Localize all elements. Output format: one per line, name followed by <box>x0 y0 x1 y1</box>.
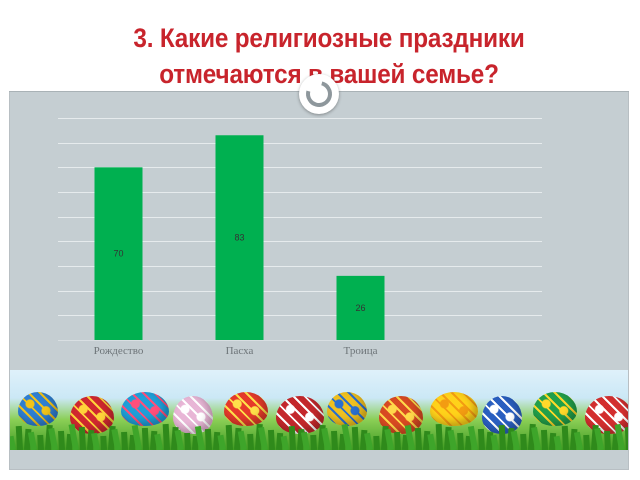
bar-3 <box>336 275 385 340</box>
grass-blade <box>457 432 464 450</box>
grass-blade <box>373 435 380 450</box>
easter-egg-icon <box>172 396 213 434</box>
grass-blade <box>394 431 401 450</box>
x-tick-label-3: Троица <box>344 345 378 357</box>
grass-blade <box>225 424 233 450</box>
easter-egg-icon <box>584 396 628 434</box>
easter-eggs-on-grass-image <box>10 370 628 450</box>
grass-blade <box>604 430 611 450</box>
grass-blade <box>427 433 436 450</box>
grass-blade <box>561 425 569 450</box>
grass-blade <box>267 429 275 450</box>
grass-blade <box>414 427 422 450</box>
grass-blade <box>162 423 170 450</box>
easter-egg-icon <box>430 392 478 426</box>
grass-blade <box>154 433 163 450</box>
slide-title-line-1: 3. Какие религиозные праздники <box>133 23 525 53</box>
grass-blade <box>490 434 499 450</box>
easter-egg-icon <box>275 396 324 434</box>
grass-blade <box>310 434 317 450</box>
bar-2 <box>215 135 264 340</box>
grass-blade <box>37 434 44 450</box>
grass-blade <box>435 423 443 450</box>
grass-blade <box>477 428 485 450</box>
grass-blade <box>204 428 212 450</box>
x-tick-label-1: Рождество <box>94 345 144 357</box>
slide-footer <box>10 450 628 469</box>
data-label-2: 83 <box>234 233 244 243</box>
easter-egg-icon <box>224 392 268 426</box>
grass-blade <box>520 433 527 450</box>
grass-blade <box>121 431 128 450</box>
easter-egg-icon <box>18 392 58 426</box>
ring-icon <box>299 74 339 114</box>
grass-blade <box>331 430 338 450</box>
grass-blade <box>15 425 23 450</box>
grass-blade <box>624 426 628 450</box>
grass-blade <box>351 426 359 450</box>
grass-blade <box>100 435 107 450</box>
grass-blade <box>288 425 296 450</box>
grass-blade <box>498 424 506 450</box>
easter-egg-icon <box>327 392 367 426</box>
x-tick-label-2: Пасха <box>226 345 254 357</box>
grass-blade <box>78 426 86 450</box>
grass-blade <box>540 429 548 450</box>
grass-blade <box>583 434 590 450</box>
grass-blade <box>553 435 562 450</box>
easter-egg-icon <box>121 392 169 426</box>
grass-blade <box>247 433 254 450</box>
grass-blade <box>217 434 226 450</box>
grass-blade <box>10 435 16 450</box>
grass-blade <box>184 432 191 450</box>
grass-blade <box>280 435 289 450</box>
data-label-3: 26 <box>355 303 365 313</box>
grass-blade <box>141 427 149 450</box>
easter-egg-icon <box>69 396 114 434</box>
data-label-1: 70 <box>113 249 123 259</box>
grass-blade <box>58 430 65 450</box>
bar-1 <box>94 167 143 340</box>
easter-egg-icon <box>533 392 577 426</box>
